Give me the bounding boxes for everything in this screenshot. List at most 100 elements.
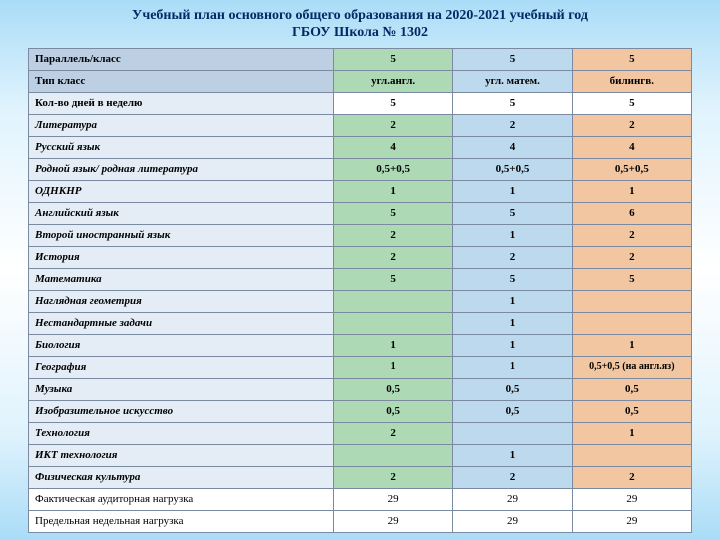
row-label: Наглядная геометрия <box>29 290 334 312</box>
days-row: Кол-во дней в неделю 5 5 5 <box>29 92 692 114</box>
row-c3 <box>572 312 691 334</box>
row-c2: 1 <box>453 180 572 202</box>
row-c3: 1 <box>572 180 691 202</box>
row-label: Музыка <box>29 378 334 400</box>
row-c3: 6 <box>572 202 691 224</box>
table-row: География110,5+0,5 (на англ.яз) <box>29 356 692 378</box>
table-row: Математика555 <box>29 268 692 290</box>
header-row: Параллель/класс 5 5 5 <box>29 48 692 70</box>
footer-c2: 29 <box>453 510 572 532</box>
table-row: Русский язык444 <box>29 136 692 158</box>
row-c1: 2 <box>333 422 452 444</box>
row-c2: 0,5 <box>453 378 572 400</box>
row-c3: 5 <box>572 268 691 290</box>
table-row: ИКТ технология 1 <box>29 444 692 466</box>
table-row: Родной язык/ родная литература0,5+0,50,5… <box>29 158 692 180</box>
row-c3: 2 <box>572 246 691 268</box>
days-c2: 5 <box>453 92 572 114</box>
row-label: Литература <box>29 114 334 136</box>
table-row: ОДНКНР111 <box>29 180 692 202</box>
row-c2: 1 <box>453 290 572 312</box>
table-row: Физическая культура222 <box>29 466 692 488</box>
row-label: Русский язык <box>29 136 334 158</box>
row-c3: 0,5+0,5 <box>572 158 691 180</box>
type-c3: билингв. <box>572 70 691 92</box>
row-c3: 0,5 <box>572 400 691 422</box>
row-c1 <box>333 444 452 466</box>
row-c1 <box>333 290 452 312</box>
row-c3: 2 <box>572 114 691 136</box>
table-row: Наглядная геометрия 1 <box>29 290 692 312</box>
header-label: Параллель/класс <box>29 48 334 70</box>
table-row: История222 <box>29 246 692 268</box>
footer-c3: 29 <box>572 510 691 532</box>
row-label: Родной язык/ родная литература <box>29 158 334 180</box>
row-c1: 0,5 <box>333 400 452 422</box>
row-c1: 2 <box>333 246 452 268</box>
days-c3: 5 <box>572 92 691 114</box>
row-c2: 1 <box>453 356 572 378</box>
table-row: Биология111 <box>29 334 692 356</box>
row-label: ОДНКНР <box>29 180 334 202</box>
row-label: Нестандартные задачи <box>29 312 334 334</box>
type-row: Тип класс угл.англ. угл. матем. билингв. <box>29 70 692 92</box>
row-label: Математика <box>29 268 334 290</box>
footer-row: Предельная недельная нагрузка292929 <box>29 510 692 532</box>
footer-c3: 29 <box>572 488 691 510</box>
row-c2: 5 <box>453 202 572 224</box>
row-c2: 4 <box>453 136 572 158</box>
table-row: Нестандартные задачи1 <box>29 312 692 334</box>
row-c2: 2 <box>453 246 572 268</box>
table-row: Технология21 <box>29 422 692 444</box>
row-c3: 2 <box>572 224 691 246</box>
footer-c2: 29 <box>453 488 572 510</box>
table-row: Изобразительное искусство0,50,50,5 <box>29 400 692 422</box>
row-label: География <box>29 356 334 378</box>
row-label: Биология <box>29 334 334 356</box>
title-line-2: ГБОУ Школа № 1302 <box>292 25 428 40</box>
type-c2: угл. матем. <box>453 70 572 92</box>
row-label: Английский язык <box>29 202 334 224</box>
footer-c1: 29 <box>333 510 452 532</box>
row-c1: 1 <box>333 334 452 356</box>
header-c1: 5 <box>333 48 452 70</box>
row-c1: 1 <box>333 180 452 202</box>
footer-c1: 29 <box>333 488 452 510</box>
row-c1: 2 <box>333 224 452 246</box>
table-row: Музыка0,50,50,5 <box>29 378 692 400</box>
row-c1: 0,5+0,5 <box>333 158 452 180</box>
row-label: Изобразительное искусство <box>29 400 334 422</box>
row-label: ИКТ технология <box>29 444 334 466</box>
row-c1: 4 <box>333 136 452 158</box>
row-c1: 5 <box>333 268 452 290</box>
row-c1: 2 <box>333 114 452 136</box>
days-c1: 5 <box>333 92 452 114</box>
row-c3: 1 <box>572 334 691 356</box>
row-c2: 1 <box>453 334 572 356</box>
row-c1: 2 <box>333 466 452 488</box>
footer-label: Предельная недельная нагрузка <box>29 510 334 532</box>
row-label: Физическая культура <box>29 466 334 488</box>
row-c1: 0,5 <box>333 378 452 400</box>
row-c2: 2 <box>453 114 572 136</box>
row-c3 <box>572 290 691 312</box>
footer-row: Фактическая аудиторная нагрузка292929 <box>29 488 692 510</box>
days-label: Кол-во дней в неделю <box>29 92 334 114</box>
header-c3: 5 <box>572 48 691 70</box>
table-row: Второй иностранный язык212 <box>29 224 692 246</box>
row-label: Технология <box>29 422 334 444</box>
table-row: Литература222 <box>29 114 692 136</box>
row-c1: 1 <box>333 356 452 378</box>
row-c2: 0,5 <box>453 400 572 422</box>
row-c3: 2 <box>572 466 691 488</box>
row-c2: 0,5+0,5 <box>453 158 572 180</box>
row-c2: 2 <box>453 466 572 488</box>
row-label: Второй иностранный язык <box>29 224 334 246</box>
row-label: История <box>29 246 334 268</box>
type-label: Тип класс <box>29 70 334 92</box>
row-c2: 1 <box>453 224 572 246</box>
row-c2: 1 <box>453 444 572 466</box>
footer-label: Фактическая аудиторная нагрузка <box>29 488 334 510</box>
curriculum-table: Параллель/класс 5 5 5 Тип класс угл.англ… <box>28 48 692 533</box>
type-c1: угл.англ. <box>333 70 452 92</box>
